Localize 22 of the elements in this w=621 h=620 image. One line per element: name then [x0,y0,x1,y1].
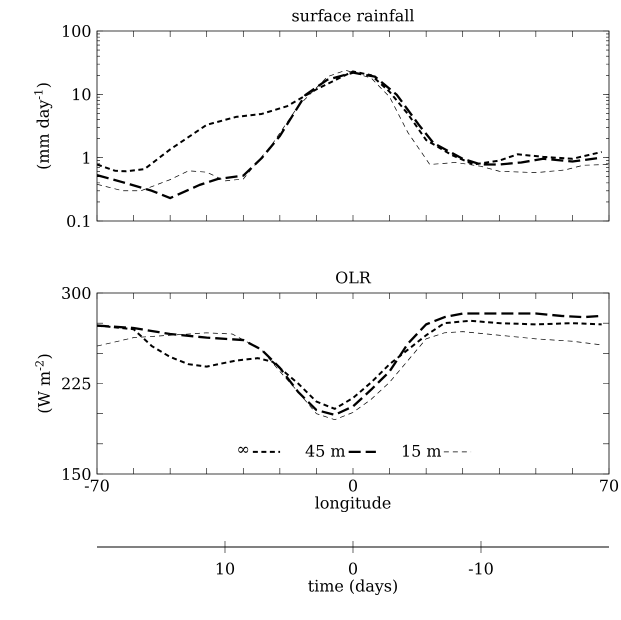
legend-label: 45 m [306,444,346,457]
y-tick-label: 100 [63,24,90,38]
y-tick-label: 225 [62,377,90,390]
y-axis-title: (W m$^{-2}$) [35,354,52,412]
y-tick-label: 300 [62,286,90,300]
y-tick-label: 150 [63,468,90,480]
x-tick-label: 70 [600,480,618,492]
x-tick-label: 0 [348,480,358,492]
x2-tick-label: 0 [348,562,358,575]
x2-axis-title: time (days) [308,579,397,596]
y-axis-title: (mm day$^{-1}$) [34,83,52,169]
x-tick-label: -70 [84,480,109,492]
legend-label: ∞ [238,446,248,453]
chart-title: OLR [336,271,372,284]
x2-tick-label: -10 [468,562,493,575]
chart-title: surface rainfall [292,9,414,22]
y-tick-label: 0.1 [67,214,90,228]
x2-tick-label: 10 [216,562,234,575]
y-tick-label: 1 [83,152,90,164]
legend-label: 15 m [402,444,442,457]
x-axis-title: longitude [315,496,390,512]
y-tick-label: 10 [73,88,90,100]
